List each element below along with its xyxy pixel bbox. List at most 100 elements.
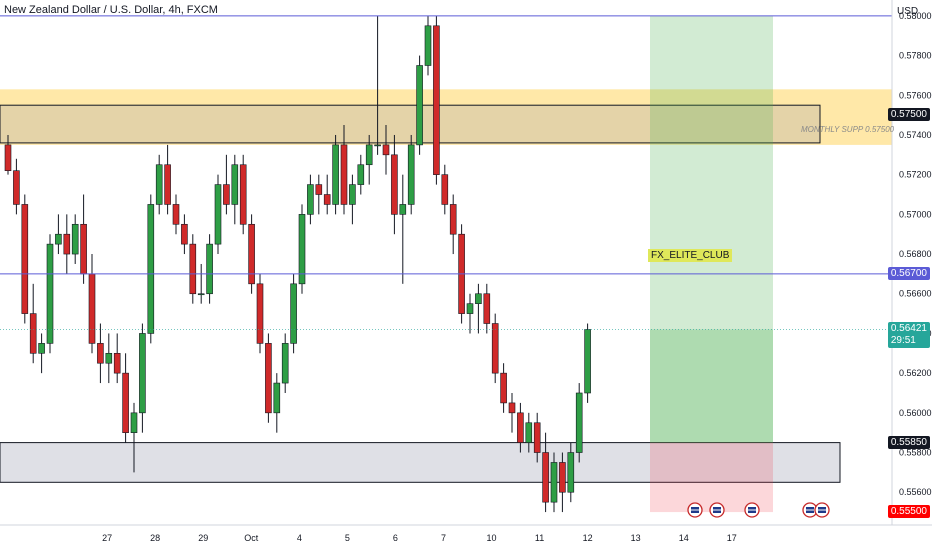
candle: [63, 214, 71, 274]
candle-body: [508, 402, 516, 414]
candle-body: [483, 293, 491, 324]
candle-body: [533, 422, 541, 453]
price-tag-55500: 0.55500: [887, 505, 930, 519]
candle-body: [517, 412, 524, 443]
candle-body: [4, 144, 12, 171]
candle-body: [332, 144, 339, 205]
candle: [307, 174, 314, 225]
time-tick-label: 4: [297, 533, 302, 543]
candle: [407, 134, 415, 215]
candle: [575, 383, 583, 463]
candle-body: [13, 170, 20, 205]
candle: [147, 194, 155, 344]
candle: [122, 353, 129, 443]
candle-body: [315, 184, 323, 195]
candle-body: [575, 392, 583, 453]
candle-body: [340, 144, 348, 205]
candle-body: [433, 25, 440, 175]
candle: [483, 283, 491, 334]
candle-body: [500, 372, 507, 404]
candle-body: [357, 164, 365, 185]
candle-body: [97, 343, 104, 364]
candle: [399, 174, 407, 284]
candle: [466, 293, 474, 334]
time-tick-label: 14: [679, 533, 689, 543]
bar-countdown: 29:51: [890, 335, 916, 347]
candle-body: [197, 293, 205, 296]
time-tick-label: 13: [631, 533, 641, 543]
candle: [55, 214, 62, 255]
candle: [298, 204, 306, 294]
candle: [357, 154, 365, 195]
candle-body: [349, 184, 356, 205]
candle-body: [29, 313, 37, 354]
candle-body: [265, 343, 272, 414]
candle-body: [323, 194, 331, 205]
candle-body: [231, 164, 239, 205]
candle: [340, 125, 348, 215]
price-tick-label: 0.57000: [899, 209, 932, 219]
candle: [315, 174, 323, 215]
current-price-value: 0.56421: [890, 323, 927, 335]
candle-body: [391, 154, 398, 215]
economic-event-icon: [802, 502, 818, 518]
candle: [391, 134, 398, 235]
candle: [525, 412, 533, 453]
lines-layer: [0, 15, 892, 518]
monthly-supp-label: MONTHLY SUPP 0.57500: [801, 125, 895, 134]
time-tick-label: Oct: [244, 533, 259, 543]
candle: [97, 323, 104, 384]
time-tick-label: 28: [150, 533, 160, 543]
candle: [281, 333, 289, 393]
time-axis[interactable]: 27 28 29 Oct 4 5 6 7 10 11 12 13 14 17: [0, 524, 932, 550]
candle: [71, 214, 79, 264]
candle-body: [256, 283, 264, 344]
candle-body: [223, 184, 230, 205]
candle-body: [542, 452, 549, 503]
candle: [441, 164, 449, 215]
candle: [374, 15, 381, 155]
candle-body: [130, 412, 138, 433]
monthly-supp-zone: [0, 104, 821, 144]
candle-body: [63, 233, 71, 255]
time-tick-label: 10: [487, 533, 497, 543]
price-tick-label: 0.56200: [899, 368, 932, 378]
time-tick-label: 17: [727, 533, 737, 543]
time-tick-label: 27: [102, 533, 112, 543]
candle: [323, 174, 331, 215]
candle-body: [80, 223, 87, 275]
candle: [500, 363, 507, 413]
candle: [21, 194, 29, 324]
zones-layer: [0, 15, 892, 513]
candle-body: [374, 144, 381, 147]
candle-body: [399, 204, 407, 215]
candle: [189, 234, 197, 304]
candle-body: [550, 462, 558, 503]
candle: [46, 234, 54, 354]
price-tick-label: 0.55800: [899, 448, 932, 458]
candle: [559, 452, 566, 513]
time-tick-label: 12: [583, 533, 593, 543]
candle-body: [214, 184, 222, 245]
candle-body: [113, 352, 121, 374]
candle: [508, 392, 516, 433]
candle: [416, 55, 423, 155]
candle: [491, 313, 499, 384]
candle: [424, 15, 432, 76]
candle: [38, 333, 45, 374]
candle: [433, 15, 440, 185]
time-tick-label: 5: [345, 533, 350, 543]
economic-event-icon: [744, 502, 760, 518]
candle-body: [365, 144, 373, 166]
candle-body: [273, 382, 281, 414]
stop-zone: [650, 442, 773, 513]
candle: [13, 158, 20, 215]
candle-body: [424, 25, 432, 66]
candle: [164, 144, 171, 215]
candle: [256, 273, 264, 354]
candle: [181, 214, 188, 255]
candle: [214, 174, 222, 255]
time-tick-label: 29: [198, 533, 208, 543]
candle: [130, 402, 138, 473]
